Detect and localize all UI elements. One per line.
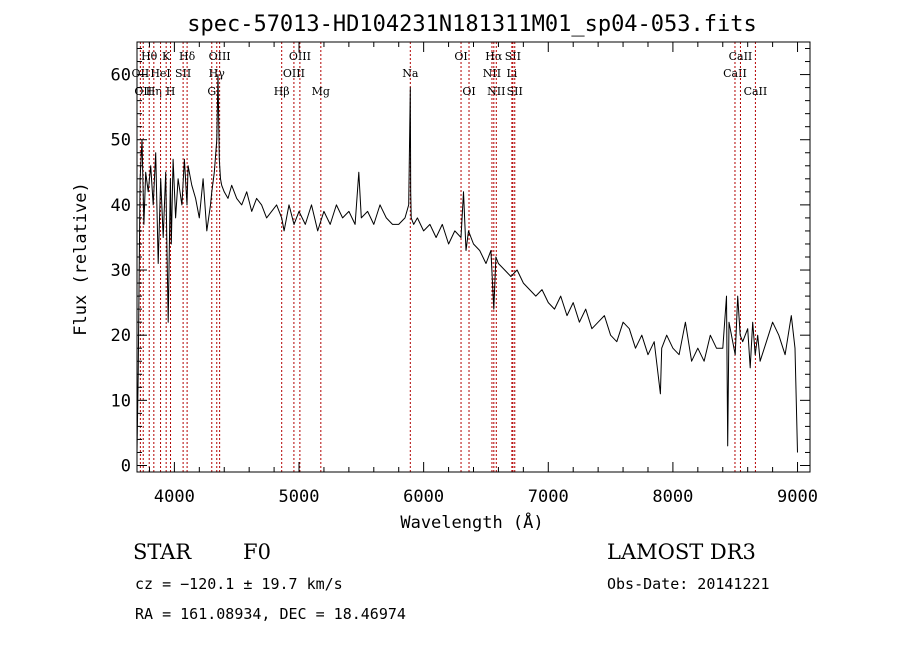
line-marker-label: K xyxy=(162,50,171,63)
line-marker-label: Hγ xyxy=(209,67,226,80)
line-marker-label: Mg xyxy=(312,85,330,98)
x-axis-label: Wavelength (Å) xyxy=(400,511,543,533)
x-tick-label: 6000 xyxy=(403,487,444,507)
line-marker-label: Li xyxy=(506,67,517,80)
y-tick-label: 10 xyxy=(111,391,131,411)
chart-title: spec-57013-HD104231N181311M01_sp04-053.f… xyxy=(187,12,757,37)
x-tick-label: 7000 xyxy=(528,487,569,507)
line-marker-label: NII xyxy=(483,67,501,80)
line-marker-label: Hδ xyxy=(179,50,196,63)
line-marker-label: Hθ xyxy=(141,50,158,63)
line-marker-label: SII xyxy=(175,67,191,80)
redshift-text: cz = −120.1 ± 19.7 km/s xyxy=(135,575,343,593)
survey-name: LAMOST DR3 xyxy=(607,540,756,564)
line-marker-label: OII xyxy=(134,85,152,98)
line-marker-label: HeI xyxy=(150,67,170,80)
coordinates: RA = 161.08934, DEC = 18.46974 xyxy=(135,605,406,623)
obs-date: Obs-Date: 20141221 xyxy=(607,575,770,593)
x-tick-label: 5000 xyxy=(279,487,320,507)
y-tick-label: 40 xyxy=(111,196,131,216)
line-marker-label: SII xyxy=(507,85,523,98)
object-class: STAR xyxy=(133,540,192,564)
line-marker-label: CaII xyxy=(729,50,753,63)
line-marker-label: CaII xyxy=(744,85,768,98)
line-marker-label: SII xyxy=(505,50,521,63)
axis-ticks: 4000 5000 6000 7000 8000 9000 0 10 20 30 40 50 60 xyxy=(111,42,818,507)
line-marker-label: NII xyxy=(487,85,505,98)
line-marker-label: CaII xyxy=(723,67,747,80)
y-tick-label: 20 xyxy=(111,326,131,346)
y-tick-label: 60 xyxy=(111,66,131,86)
line-marker-label: Hη xyxy=(146,85,162,98)
plot-frame xyxy=(136,41,811,473)
line-marker-label: OI xyxy=(454,50,467,63)
y-tick-label: 30 xyxy=(111,261,131,281)
y-axis-label: Flux (relative) xyxy=(71,182,91,336)
line-marker-label: H xyxy=(166,85,176,98)
spectrum-line xyxy=(136,74,798,453)
x-tick-label: 4000 xyxy=(154,487,195,507)
y-tick-label: 0 xyxy=(121,456,131,476)
line-marker-label: OI xyxy=(462,85,475,98)
line-marker-label: OIII xyxy=(283,67,305,80)
line-marker-label: OIII xyxy=(289,50,311,63)
subclass: F0 xyxy=(243,540,271,564)
line-marker-label: OII xyxy=(132,67,150,80)
line-marker-label: Na xyxy=(402,67,419,80)
line-marker-label: Hβ xyxy=(274,85,290,98)
line-marker-label: Hα xyxy=(485,50,503,63)
x-tick-label: 9000 xyxy=(777,487,818,507)
spectrum-series xyxy=(136,74,798,453)
y-tick-label: 50 xyxy=(111,131,131,151)
x-tick-label: 8000 xyxy=(652,487,693,507)
line-markers: OII OII Hθ Hη HeI K H SII Hδ G Hγ OIII Hβ OIII OIII Mg N… xyxy=(132,42,768,472)
line-marker-label: G xyxy=(207,85,216,98)
line-marker-label: OIII xyxy=(209,50,231,63)
